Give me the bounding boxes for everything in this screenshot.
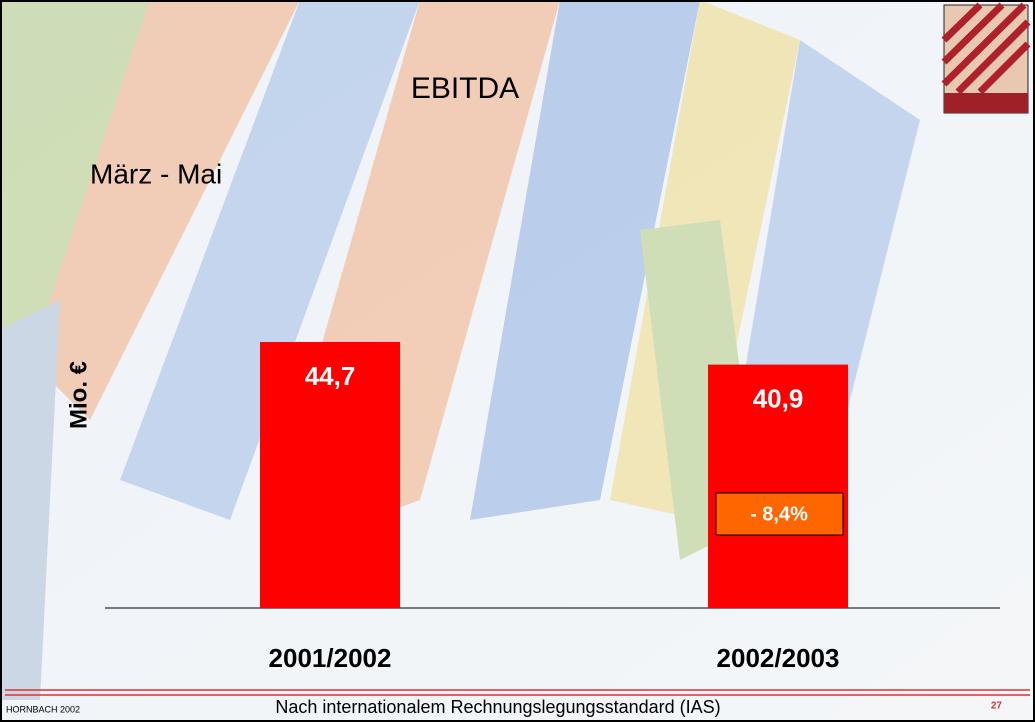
slide: EBITDA März - Mai Mio. € HORNBACH 2002 N… bbox=[0, 0, 1035, 722]
footer-center: Nach internationalem Rechnungslegungssta… bbox=[275, 697, 720, 717]
chart-title: EBITDA bbox=[411, 72, 519, 105]
background bbox=[0, 0, 1035, 722]
footer-left: HORNBACH 2002 bbox=[6, 704, 80, 714]
page-number: 27 bbox=[991, 701, 1003, 712]
y-axis-label: Mio. € bbox=[65, 361, 92, 429]
annotation: - 8,4% bbox=[750, 503, 808, 525]
subtitle: März - Mai bbox=[90, 158, 222, 189]
chart: EBITDA März - Mai Mio. € HORNBACH 2002 N… bbox=[0, 0, 1035, 722]
x-tick-label: 2002/2003 bbox=[717, 643, 840, 673]
value-label: 44,7 bbox=[305, 361, 356, 391]
logo bbox=[944, 5, 1028, 113]
value-label: 40,9 bbox=[753, 383, 804, 413]
x-tick-label: 2001/2002 bbox=[269, 643, 392, 673]
